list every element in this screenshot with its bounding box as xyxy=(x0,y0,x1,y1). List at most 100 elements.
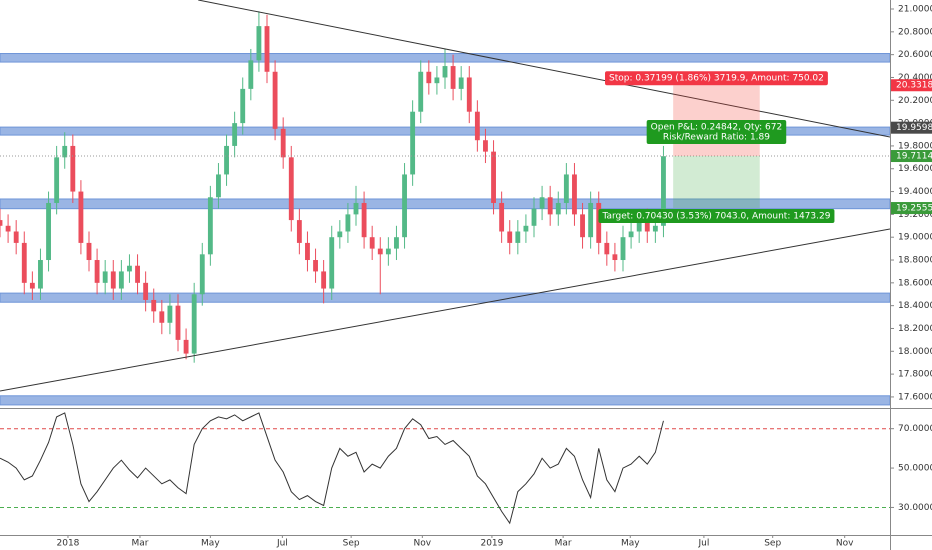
candle-body xyxy=(450,66,456,89)
stop-label-box xyxy=(605,71,828,86)
price-marker xyxy=(891,79,932,92)
zone xyxy=(0,198,890,210)
candle-body xyxy=(296,220,302,243)
candle-body xyxy=(434,77,440,84)
price-marker xyxy=(891,121,932,134)
candle-body xyxy=(151,299,157,312)
trendline xyxy=(198,0,890,138)
candle-body xyxy=(531,208,537,226)
candle-body xyxy=(353,202,359,215)
candle-body xyxy=(29,282,35,289)
candle-body xyxy=(555,202,561,215)
zone xyxy=(0,292,890,303)
candle-body xyxy=(135,265,140,283)
x-tick-label: Sep xyxy=(343,539,360,549)
x-tick-label: Nov xyxy=(414,539,432,549)
y-tick-label: 17.60000 xyxy=(898,392,932,402)
candle-body xyxy=(377,248,383,255)
candle-body xyxy=(240,88,246,124)
candle-body xyxy=(466,77,472,112)
candle-body xyxy=(499,202,505,232)
pnl-label: Risk/Reward Ratio: 1.89 xyxy=(663,133,770,143)
candle-body xyxy=(264,26,270,72)
candle-body xyxy=(547,197,553,215)
price-marker-label: 19.95982 xyxy=(896,123,932,133)
x-tick-label: 2019 xyxy=(480,539,503,549)
candle-body xyxy=(118,271,124,289)
y-tick-label: 18.20000 xyxy=(898,324,932,334)
candle-body xyxy=(402,174,407,238)
target-label: Target: 0.70430 (3.53%) 7043.0, Amount: … xyxy=(601,212,830,222)
rsi-pane xyxy=(0,412,890,525)
candle-body xyxy=(337,231,343,238)
x-tick-label: May xyxy=(201,539,220,549)
y-tick-label: 70.0000 xyxy=(898,424,932,434)
candle-body xyxy=(127,265,132,272)
candle-body xyxy=(78,191,84,243)
candle-body xyxy=(305,242,310,261)
candle-body xyxy=(385,248,391,255)
candle-body xyxy=(636,220,642,232)
pnl-label-box xyxy=(646,120,787,145)
price-marker-label: 19.71140 xyxy=(896,152,932,162)
candle-body xyxy=(5,225,11,232)
candle-body xyxy=(199,254,205,295)
candle-body xyxy=(272,71,278,129)
y-tick-label: 20.60000 xyxy=(898,50,932,60)
trendline xyxy=(0,228,890,392)
y-tick-label: 20.40000 xyxy=(898,73,932,83)
candle-body xyxy=(661,156,666,226)
candle-body xyxy=(612,254,618,261)
x-tick-label: Jul xyxy=(276,539,288,549)
candle-body xyxy=(329,237,335,289)
candle-body xyxy=(313,260,318,272)
candle-body xyxy=(167,305,173,323)
candle-body xyxy=(13,231,19,243)
y-tick-label: 19.60000 xyxy=(898,164,932,174)
candle-body xyxy=(46,202,51,261)
candle-body xyxy=(563,174,569,203)
candle-body xyxy=(361,202,367,238)
x-tick-label: 2018 xyxy=(57,539,80,549)
x-tick-label: Nov xyxy=(836,539,854,549)
price-pane: Stop: 0.37199 (1.86%) 3719.9, Amount: 75… xyxy=(0,0,890,406)
zone xyxy=(0,126,890,136)
candle-body xyxy=(458,77,464,89)
y-tick-label: 19.20000 xyxy=(898,210,932,220)
candle-body xyxy=(191,294,197,354)
price-marker-label: 19.25552 xyxy=(896,204,932,214)
candle-body xyxy=(256,26,262,61)
candle-body xyxy=(175,305,181,340)
x-tick-label: May xyxy=(621,539,640,549)
candle-body xyxy=(644,220,650,232)
y-tick-label: 18.60000 xyxy=(898,278,932,288)
y-tick-label: 18.80000 xyxy=(898,256,932,266)
target-label-box xyxy=(598,209,835,224)
candle-body xyxy=(345,214,351,232)
y-tick-label: 20.20000 xyxy=(898,96,932,106)
candle-body xyxy=(369,237,375,249)
candle-body xyxy=(54,157,60,203)
candle-body xyxy=(38,260,43,289)
candle-body xyxy=(418,71,424,112)
y-tick-label: 19.80000 xyxy=(898,141,932,151)
stop-label: Stop: 0.37199 (1.86%) 3719.9, Amount: 75… xyxy=(609,74,824,84)
y-tick-label: 18.40000 xyxy=(898,301,932,311)
candle-body xyxy=(288,157,294,221)
target-zone xyxy=(673,156,760,209)
candle-body xyxy=(442,66,448,78)
candle-body xyxy=(572,174,577,215)
candle-body xyxy=(515,231,521,243)
y-tick-label: 17.80000 xyxy=(898,370,932,380)
candle-body xyxy=(596,202,602,243)
zone xyxy=(0,395,890,406)
candle-body xyxy=(224,145,229,175)
candle-body xyxy=(410,111,416,175)
x-tick-label: Mar xyxy=(555,539,572,549)
candle-body xyxy=(474,111,480,141)
price-marker xyxy=(891,150,932,163)
candle-body xyxy=(102,271,108,283)
candle-body xyxy=(62,145,68,158)
candle-body xyxy=(580,214,585,238)
candle-body xyxy=(588,202,594,238)
